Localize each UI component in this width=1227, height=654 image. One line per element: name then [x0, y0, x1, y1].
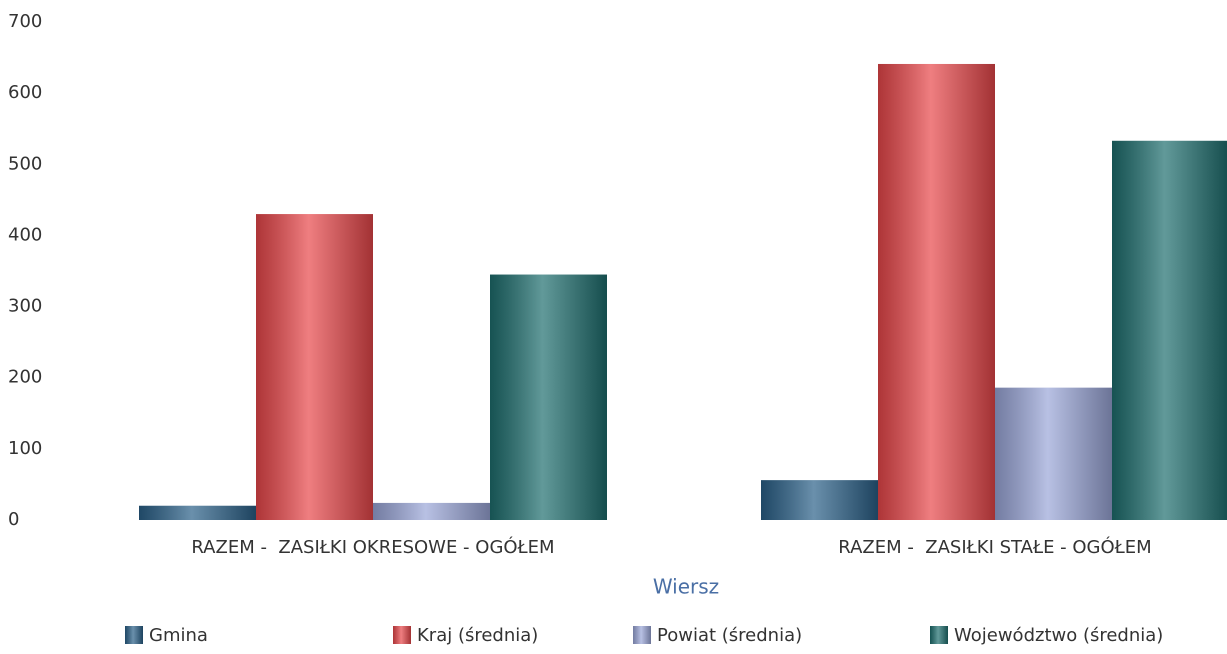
x-tick-label: RAZEM - ZASIŁKI OKRESOWE - OGÓŁEM: [191, 536, 554, 558]
bar-shade: [1112, 140, 1227, 520]
legend-label: Kraj (średnia): [417, 625, 538, 646]
bar-shade: [373, 502, 490, 520]
legend-swatch-shade: [125, 626, 143, 644]
x-tick-label: RAZEM - ZASIŁKI STAŁE - OGÓŁEM: [838, 536, 1151, 558]
legend-swatch-shade: [633, 626, 651, 644]
x-axis-title: Wiersz: [653, 575, 719, 599]
y-tick-label: 400: [8, 224, 42, 245]
bar-shade: [256, 214, 373, 521]
legend-swatch-shade: [930, 626, 948, 644]
y-tick-label: 100: [8, 438, 42, 459]
bar-shade: [995, 387, 1112, 520]
bar-shade: [490, 274, 607, 520]
bar-shade: [761, 480, 878, 520]
legend-label: Powiat (średnia): [657, 625, 802, 646]
y-tick-label: 0: [8, 509, 19, 530]
legend-label: Gmina: [149, 625, 208, 646]
bar-shade: [878, 63, 995, 521]
y-tick-label: 700: [8, 11, 42, 32]
bar-shade: [139, 505, 256, 520]
legend-swatch-shade: [393, 626, 411, 644]
legend-label: Województwo (średnia): [954, 625, 1163, 646]
y-tick-label: 300: [8, 296, 42, 317]
y-tick-label: 200: [8, 367, 42, 388]
y-tick-label: 500: [8, 153, 42, 174]
y-tick-label: 600: [8, 82, 42, 103]
